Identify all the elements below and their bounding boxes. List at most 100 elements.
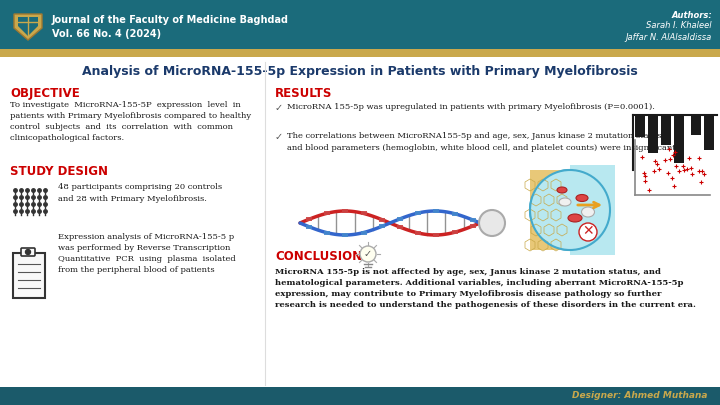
- Bar: [433, 233, 439, 237]
- Circle shape: [479, 210, 505, 236]
- Point: [665, 156, 676, 162]
- Circle shape: [530, 170, 610, 250]
- Point: [662, 170, 674, 177]
- Point: [695, 179, 706, 185]
- Ellipse shape: [568, 214, 582, 222]
- Point: [670, 163, 681, 170]
- Point: [659, 157, 670, 164]
- Bar: [0, 387, 720, 405]
- Bar: [343, 209, 348, 213]
- Bar: [415, 211, 421, 215]
- Point: [667, 174, 678, 181]
- Text: The correlations between MicroRNA155-5p and age, sex, Janus kinase 2 mutation st: The correlations between MicroRNA155-5p …: [287, 132, 664, 140]
- Text: and blood parameters (hemoglobin, white blood cell, and platelet counts) were in: and blood parameters (hemoglobin, white …: [287, 144, 678, 152]
- Bar: [469, 218, 476, 222]
- Text: STUDY DESIGN: STUDY DESIGN: [10, 165, 108, 178]
- Text: RESULTS: RESULTS: [275, 87, 333, 100]
- Text: Sarah I. Khaleel: Sarah I. Khaleel: [647, 21, 712, 30]
- Text: ✓: ✓: [364, 249, 372, 259]
- Text: ✕: ✕: [582, 224, 594, 238]
- Bar: [324, 211, 330, 215]
- Point: [648, 168, 660, 175]
- Bar: [433, 209, 439, 213]
- Point: [678, 163, 689, 170]
- Text: ✓: ✓: [275, 103, 283, 113]
- Point: [664, 146, 675, 152]
- Text: was performed by Reverse Transcription: was performed by Reverse Transcription: [58, 244, 230, 252]
- Text: Quantitative  PCR  using  plasma  isolated: Quantitative PCR using plasma isolated: [58, 255, 235, 263]
- Bar: [704, 115, 714, 150]
- Bar: [361, 230, 366, 234]
- FancyBboxPatch shape: [530, 170, 562, 250]
- Text: Authors:: Authors:: [671, 11, 712, 19]
- Text: ✓: ✓: [275, 132, 283, 142]
- Bar: [674, 115, 684, 163]
- Point: [649, 158, 661, 165]
- Bar: [570, 165, 615, 255]
- Text: Vol. 66 No. 4 (2024): Vol. 66 No. 4 (2024): [52, 29, 161, 39]
- Point: [681, 165, 693, 172]
- Text: patients with Primary Myelofibrosis compared to healthy: patients with Primary Myelofibrosis comp…: [10, 112, 251, 120]
- Ellipse shape: [559, 198, 571, 206]
- Point: [685, 165, 696, 171]
- Bar: [324, 231, 330, 235]
- Text: Jaffar N. AlAlsaIdissa: Jaffar N. AlAlsaIdissa: [626, 32, 712, 41]
- Bar: [0, 0, 720, 50]
- Text: Journal of the Faculty of Medicine Baghdad: Journal of the Faculty of Medicine Baghd…: [52, 15, 289, 25]
- Point: [683, 155, 695, 161]
- Point: [693, 168, 705, 175]
- Polygon shape: [14, 14, 42, 40]
- Text: and 28 with Primary Myelofibrosis.: and 28 with Primary Myelofibrosis.: [58, 195, 207, 203]
- Text: 48 participants comprising 20 controls: 48 participants comprising 20 controls: [58, 183, 222, 191]
- Bar: [397, 217, 403, 221]
- Circle shape: [530, 170, 610, 250]
- FancyBboxPatch shape: [21, 248, 35, 256]
- Text: To investigate  MicroRNA-155-5P  expression  level  in: To investigate MicroRNA-155-5P expressio…: [10, 101, 240, 109]
- Bar: [635, 115, 645, 137]
- Bar: [343, 233, 348, 237]
- Text: Expression analysis of MicroRNA-155-5 p: Expression analysis of MicroRNA-155-5 p: [58, 233, 234, 241]
- Text: research is needed to understand the pathogenesis of these disorders in the curr: research is needed to understand the pat…: [275, 301, 696, 309]
- Bar: [691, 115, 701, 135]
- Bar: [451, 230, 457, 234]
- Point: [643, 187, 654, 193]
- Text: Designer: Ahmed Muthana: Designer: Ahmed Muthana: [572, 392, 708, 401]
- Point: [686, 171, 698, 177]
- Point: [673, 168, 685, 174]
- Point: [696, 168, 708, 174]
- Point: [639, 173, 650, 179]
- Bar: [451, 212, 457, 216]
- Point: [668, 183, 680, 189]
- Text: clinicopathological factors.: clinicopathological factors.: [10, 134, 124, 142]
- Bar: [361, 211, 366, 215]
- Bar: [379, 224, 384, 228]
- Polygon shape: [18, 17, 38, 36]
- Point: [698, 170, 709, 177]
- Point: [636, 153, 647, 160]
- Point: [639, 177, 651, 184]
- Bar: [306, 225, 312, 229]
- Bar: [397, 225, 403, 229]
- Text: CONCLUSION: CONCLUSION: [275, 250, 362, 263]
- Bar: [306, 217, 312, 221]
- Bar: [661, 115, 671, 145]
- Ellipse shape: [557, 187, 567, 193]
- Text: hematological parameters. Additional variables, including aberrant MicroRNA-155-: hematological parameters. Additional var…: [275, 279, 683, 287]
- Bar: [415, 231, 421, 235]
- Point: [678, 166, 690, 173]
- Bar: [0, 49, 720, 57]
- Text: MicroRNA 155-5p is not affected by age, sex, Janus kinase 2 mutation status, and: MicroRNA 155-5p is not affected by age, …: [275, 268, 661, 276]
- Text: from the peripheral blood of patients: from the peripheral blood of patients: [58, 266, 215, 274]
- Point: [653, 166, 665, 173]
- Circle shape: [25, 249, 30, 254]
- Text: control  subjects  and  its  correlation  with  common: control subjects and its correlation wit…: [10, 123, 233, 131]
- FancyBboxPatch shape: [13, 253, 45, 298]
- Bar: [379, 217, 384, 222]
- Point: [693, 154, 705, 161]
- Circle shape: [360, 246, 376, 262]
- Point: [652, 161, 663, 168]
- Point: [639, 170, 650, 177]
- Text: expression, may contribute to Primary Myelofibrosis disease pathology so further: expression, may contribute to Primary My…: [275, 290, 662, 298]
- Ellipse shape: [576, 194, 588, 202]
- Text: Analysis of MicroRNA-155-5p Expression in Patients with Primary Myelofibrosis: Analysis of MicroRNA-155-5p Expression i…: [82, 66, 638, 79]
